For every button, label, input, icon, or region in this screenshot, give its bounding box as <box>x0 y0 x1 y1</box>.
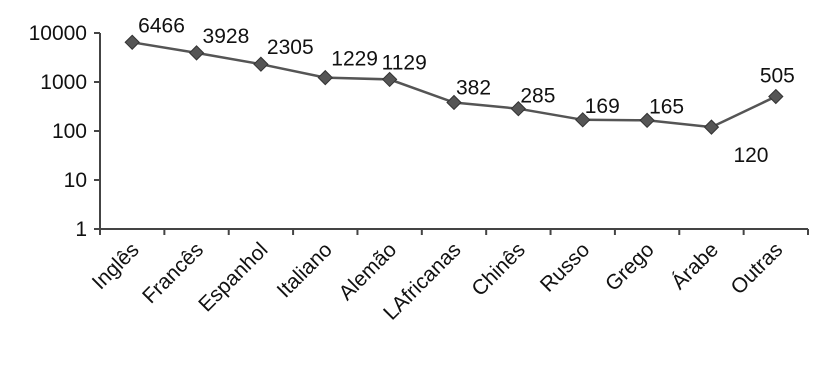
data-label: 120 <box>733 144 768 167</box>
x-tick-label: Espanhol <box>194 238 272 316</box>
data-point <box>317 69 333 86</box>
y-tick-label: 1 <box>75 218 87 241</box>
data-point <box>381 71 398 88</box>
y-tick-label: 1000 <box>40 71 87 94</box>
x-tick-label: Russo <box>536 238 594 296</box>
data-label: 285 <box>520 85 555 108</box>
data-label: 165 <box>649 95 684 118</box>
data-label: 2305 <box>267 36 314 59</box>
data-point <box>575 112 591 128</box>
data-point <box>446 94 462 111</box>
x-tick-label: Chinês <box>467 238 529 300</box>
data-label: 382 <box>456 76 491 99</box>
data-point <box>703 119 720 135</box>
data-point <box>510 101 527 117</box>
data-label: 505 <box>760 65 795 88</box>
y-tick-label: 100 <box>52 120 87 143</box>
data-point <box>188 45 205 61</box>
data-labels: 6466 3928 2305 1229 1129 382 285 169 165 120 505 <box>138 14 795 167</box>
x-tick-label: Alemão <box>335 238 402 305</box>
x-tick-label: Italiano <box>273 238 337 302</box>
data-label: 1229 <box>331 48 378 71</box>
data-point <box>124 34 140 50</box>
data-label: 3928 <box>203 25 250 48</box>
x-tick-label: Grego <box>601 238 659 296</box>
x-tick-label: Outras <box>727 238 788 299</box>
data-point <box>639 112 655 129</box>
y-tick-label: 10 <box>64 169 87 192</box>
data-point <box>768 88 784 105</box>
x-tick-label: Árabe <box>667 238 723 294</box>
series <box>124 34 784 135</box>
data-point <box>253 56 269 72</box>
y-tick-label: 10000 <box>29 22 87 45</box>
x-tick-label: Inglês <box>88 238 144 294</box>
data-label: 169 <box>585 95 620 118</box>
data-label: 1129 <box>382 51 427 74</box>
data-label: 6466 <box>138 14 185 37</box>
y-axis: 1 10 100 1000 10000 <box>29 22 101 241</box>
